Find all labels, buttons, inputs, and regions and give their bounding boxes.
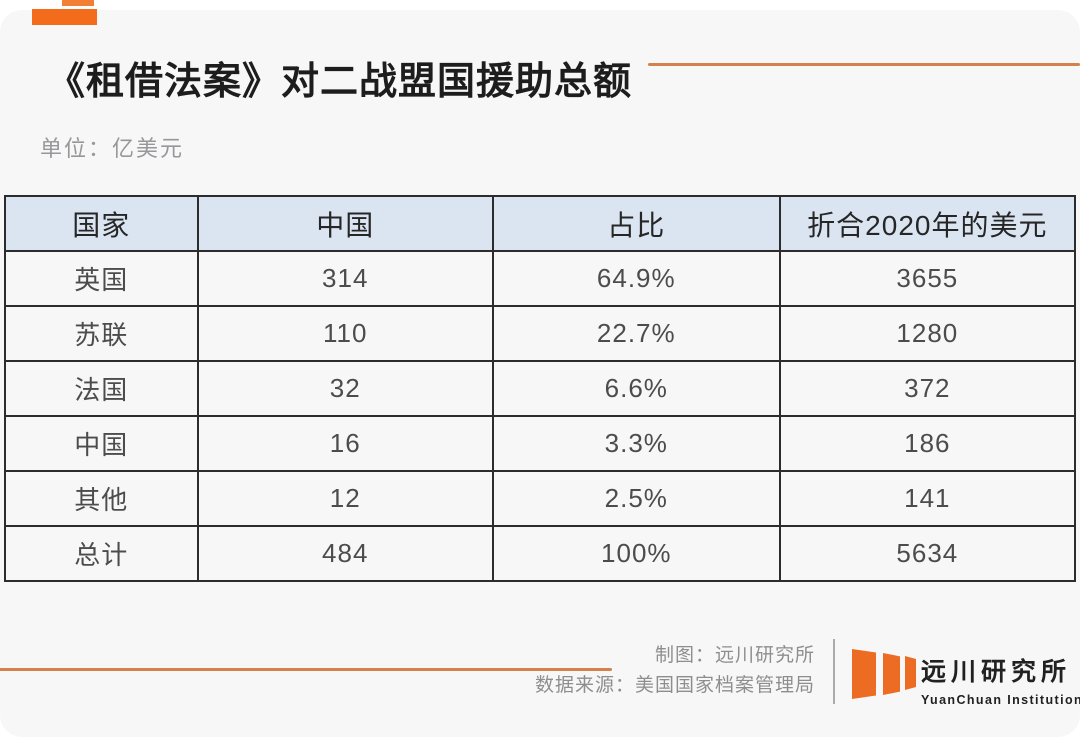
yuanchuan-logo-icon (852, 649, 922, 701)
table-cell: 英国 (4, 250, 199, 307)
column-header-amount: 中国 (196, 195, 494, 252)
title-accent-rectangle (32, 9, 97, 25)
logo-bar-icon (852, 649, 876, 699)
table-cell: 16 (196, 415, 494, 472)
top-accent-sliver (62, 0, 94, 6)
table-cell: 372 (778, 360, 1077, 417)
table-cell: 6.6% (491, 360, 781, 417)
credit-source: 数据来源：美国国家档案管理局 (534, 675, 815, 696)
aid-totals-table: 国家 中国 占比 折合2020年的美元 英国 314 64.9% 3655 苏联… (4, 195, 1077, 582)
table-row: 其他 12 2.5% 141 (4, 470, 1077, 527)
table-cell: 22.7% (491, 305, 781, 362)
logo-bar-icon (905, 656, 916, 690)
column-header-share: 占比 (491, 195, 781, 252)
table-cell: 110 (196, 305, 494, 362)
table-cell: 100% (491, 525, 781, 582)
table-cell: 法国 (4, 360, 199, 417)
table-header-row: 国家 中国 占比 折合2020年的美元 (4, 195, 1077, 252)
table-row-total: 总计 484 100% 5634 (4, 525, 1077, 582)
table-cell: 中国 (4, 415, 199, 472)
logo-name-cn: 远川研究所 (921, 658, 1072, 686)
footer-vertical-divider (833, 639, 835, 704)
table-row: 英国 314 64.9% 3655 (4, 250, 1077, 307)
column-header-usd2020: 折合2020年的美元 (778, 195, 1077, 252)
table-cell: 1280 (778, 305, 1077, 362)
table-cell: 苏联 (4, 305, 199, 362)
table-row: 中国 16 3.3% 186 (4, 415, 1077, 472)
credit-author: 制图：远川研究所 (654, 645, 815, 666)
table-cell: 总计 (4, 525, 199, 582)
logo-text-block: 远川研究所 YuanChuan Institution (921, 652, 1080, 707)
table-cell: 5634 (778, 525, 1077, 582)
logo-name-en: YuanChuan Institution (921, 693, 1080, 707)
table-cell: 314 (196, 250, 494, 307)
table-cell: 3655 (778, 250, 1077, 307)
title-decoration-line (648, 63, 1080, 66)
table-row: 法国 32 6.6% 372 (4, 360, 1077, 417)
table-cell: 其他 (4, 470, 199, 527)
logo-bar-icon (883, 653, 900, 695)
credits-block: 制图：远川研究所 数据来源：美国国家档案管理局 (535, 641, 815, 701)
table-cell: 186 (778, 415, 1077, 472)
table-cell: 32 (196, 360, 494, 417)
table-cell: 12 (196, 470, 494, 527)
table-row: 苏联 110 22.7% 1280 (4, 305, 1077, 362)
table-cell: 2.5% (491, 470, 781, 527)
unit-label: 单位：亿美元 (40, 136, 185, 161)
table-cell: 484 (196, 525, 494, 582)
table-cell: 141 (778, 470, 1077, 527)
page-title: 《租借法案》对二战盟国援助总额 (47, 61, 633, 103)
footer-decoration-line (0, 668, 612, 671)
table-cell: 3.3% (491, 415, 781, 472)
table-cell: 64.9% (491, 250, 781, 307)
column-header-country: 国家 (4, 195, 199, 252)
